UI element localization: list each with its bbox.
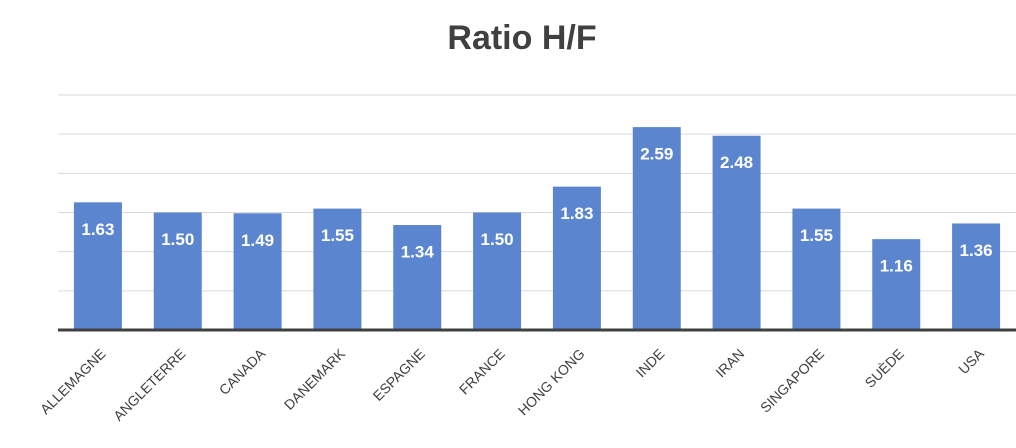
bar xyxy=(872,239,921,330)
bar xyxy=(153,212,202,330)
x-tick-label: FRANCE xyxy=(456,345,508,397)
value-label: 1.55 xyxy=(321,226,354,245)
bar xyxy=(233,213,282,330)
x-tick-label: ESPAGNE xyxy=(370,345,428,403)
value-label: 1.63 xyxy=(81,220,114,239)
x-tick-label: IRAN xyxy=(712,345,747,380)
bar xyxy=(792,208,841,330)
chart-title: Ratio H/F xyxy=(447,19,596,57)
x-tick-label: HONG KONG xyxy=(515,345,588,418)
x-tick-label: SINGAPORE xyxy=(757,345,827,415)
x-tick-label: ANGLETERRE xyxy=(110,345,188,423)
bar xyxy=(73,202,122,330)
value-label: 2.59 xyxy=(640,145,673,164)
x-tick-label: INDE xyxy=(633,345,668,380)
x-tick-label: SUÈDE xyxy=(862,345,907,390)
value-label: 1.50 xyxy=(481,230,514,249)
value-label: 2.48 xyxy=(720,153,753,172)
value-label: 1.49 xyxy=(241,231,274,250)
x-tick-label: ALLEMAGNE xyxy=(37,345,109,417)
value-label: 1.50 xyxy=(161,230,194,249)
value-label: 1.83 xyxy=(560,204,593,223)
bar xyxy=(712,135,761,330)
value-label: 1.55 xyxy=(800,226,833,245)
x-tick-label: CANADA xyxy=(216,345,269,398)
bar xyxy=(473,212,522,330)
value-label: 1.16 xyxy=(880,257,913,276)
bar xyxy=(632,127,681,330)
x-tick-label: USA xyxy=(955,345,987,377)
bar xyxy=(313,208,362,330)
value-label: 1.36 xyxy=(960,241,993,260)
x-tick-label: DANEMARK xyxy=(281,345,349,413)
bar xyxy=(952,223,1001,330)
bar xyxy=(552,186,601,330)
value-label: 1.34 xyxy=(401,243,435,262)
bar xyxy=(393,225,442,330)
